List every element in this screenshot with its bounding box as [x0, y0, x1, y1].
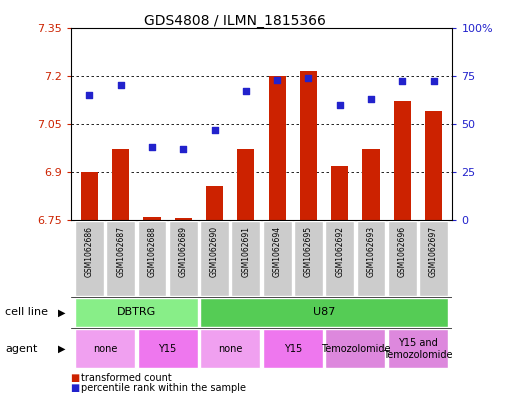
Text: GSM1062686: GSM1062686 — [85, 226, 94, 277]
Bar — [169, 221, 198, 296]
Bar — [237, 149, 255, 220]
Point — [273, 76, 281, 83]
Text: ▶: ▶ — [58, 307, 65, 318]
Point — [85, 92, 94, 98]
Point — [117, 82, 125, 88]
Point — [367, 95, 375, 102]
Text: percentile rank within the sample: percentile rank within the sample — [81, 383, 246, 393]
Bar — [200, 221, 229, 296]
Bar — [112, 149, 129, 220]
Bar — [394, 101, 411, 220]
Text: GSM1062687: GSM1062687 — [116, 226, 125, 277]
Bar — [75, 298, 198, 327]
Bar — [138, 329, 198, 368]
Bar — [200, 298, 448, 327]
Text: Y15: Y15 — [158, 344, 177, 354]
Bar — [425, 111, 442, 220]
Text: GSM1062696: GSM1062696 — [398, 226, 407, 277]
Text: Y15 and
Temozolomide: Y15 and Temozolomide — [383, 338, 453, 360]
Bar — [138, 221, 166, 296]
Text: GSM1062690: GSM1062690 — [210, 226, 219, 277]
Bar — [75, 221, 104, 296]
Bar — [419, 221, 448, 296]
Text: ▶: ▶ — [58, 344, 65, 354]
Text: GSM1062694: GSM1062694 — [272, 226, 282, 277]
Text: none: none — [93, 344, 117, 354]
Point — [398, 78, 406, 84]
Text: GSM1062689: GSM1062689 — [179, 226, 188, 277]
Text: GSM1062697: GSM1062697 — [429, 226, 438, 277]
Bar — [325, 221, 354, 296]
Text: GDS4808 / ILMN_1815366: GDS4808 / ILMN_1815366 — [144, 14, 326, 28]
Bar — [331, 165, 348, 220]
Bar — [81, 172, 98, 220]
Text: Temozolomide: Temozolomide — [321, 344, 390, 354]
Point — [179, 146, 187, 152]
Point — [148, 144, 156, 150]
Text: transformed count: transformed count — [81, 373, 172, 383]
Point — [336, 101, 344, 108]
Text: Y15: Y15 — [283, 344, 302, 354]
Text: GSM1062691: GSM1062691 — [241, 226, 251, 277]
Bar — [294, 221, 323, 296]
Text: GSM1062693: GSM1062693 — [367, 226, 376, 277]
Text: none: none — [218, 344, 242, 354]
Text: ■: ■ — [71, 383, 80, 393]
Bar — [268, 75, 286, 220]
Bar — [263, 221, 291, 296]
Text: GSM1062688: GSM1062688 — [147, 226, 156, 277]
Bar — [106, 221, 135, 296]
Bar — [300, 71, 317, 220]
Bar — [388, 329, 448, 368]
Bar — [200, 329, 260, 368]
Bar — [143, 217, 161, 220]
Bar — [325, 329, 385, 368]
Point — [429, 78, 438, 84]
Bar — [232, 221, 260, 296]
Bar — [388, 221, 417, 296]
Point — [210, 127, 219, 133]
Bar — [206, 186, 223, 220]
Text: GSM1062695: GSM1062695 — [304, 226, 313, 277]
Text: GSM1062692: GSM1062692 — [335, 226, 344, 277]
Bar — [175, 219, 192, 220]
Bar — [75, 329, 135, 368]
Text: DBTRG: DBTRG — [117, 307, 156, 318]
Text: agent: agent — [5, 344, 38, 354]
Bar — [362, 149, 380, 220]
Text: U87: U87 — [313, 307, 335, 318]
Bar — [357, 221, 385, 296]
Point — [242, 88, 250, 94]
Text: cell line: cell line — [5, 307, 48, 318]
Point — [304, 74, 313, 81]
Bar — [263, 329, 323, 368]
Text: ■: ■ — [71, 373, 80, 383]
